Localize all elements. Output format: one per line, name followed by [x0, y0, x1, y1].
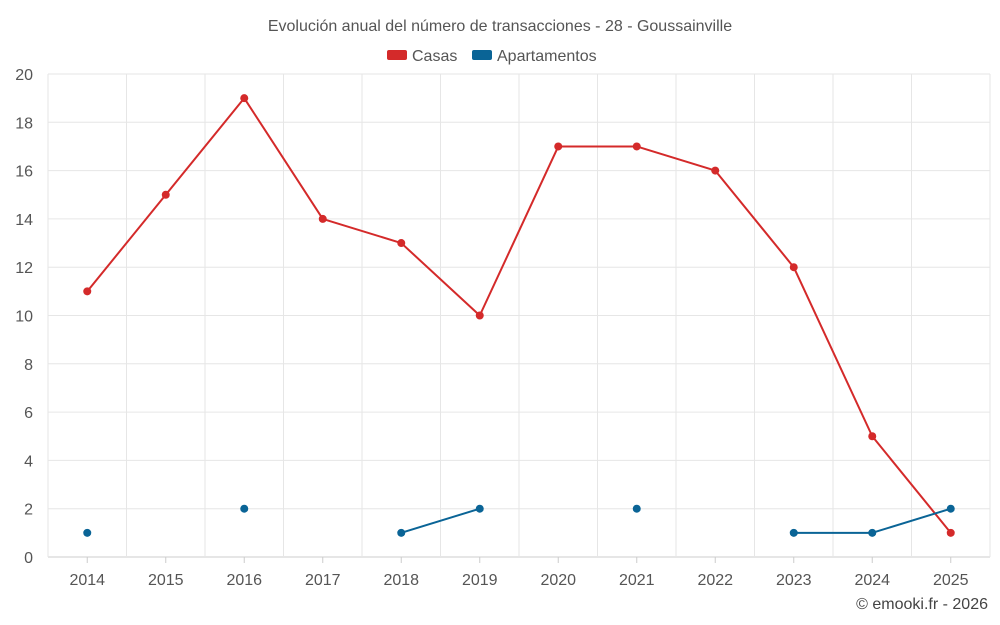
data-point-casas[interactable]: [632, 142, 641, 151]
data-point-casas[interactable]: [161, 190, 170, 199]
credit-text: © emooki.fr - 2026: [856, 596, 988, 613]
x-axis: 2014 2015 2016 2017 2018 2019 2020 2021 2022 2023…: [69, 557, 969, 589]
y-tick-label: 16: [15, 164, 33, 181]
legend-label-casas[interactable]: Casas: [412, 48, 457, 65]
data-point-casas[interactable]: [711, 166, 720, 175]
data-point-apartamentos[interactable]: [240, 504, 249, 513]
data-point-apartamentos[interactable]: [397, 528, 406, 537]
legend: Casas Apartamentos: [387, 48, 597, 65]
legend-label-apartamentos[interactable]: Apartamentos: [497, 48, 597, 65]
series-line-apartamentos: [400, 507, 481, 534]
y-tick-label: 12: [15, 260, 33, 277]
data-point-apartamentos[interactable]: [475, 504, 484, 513]
grid: [47, 73, 991, 558]
x-tick-label: 2018: [383, 572, 419, 589]
x-tick-label: 2020: [540, 572, 576, 589]
series-line-casas: [86, 97, 952, 534]
data-point-casas[interactable]: [789, 263, 798, 272]
y-tick-label: 6: [24, 405, 33, 422]
y-tick-label: 18: [15, 115, 33, 132]
y-axis: 0 2 4 6 8 10 12 14 16 18 20: [15, 67, 33, 567]
data-point-casas[interactable]: [868, 432, 877, 441]
y-tick-label: 8: [24, 357, 33, 374]
y-tick-label: 4: [24, 453, 33, 470]
x-tick-label: 2025: [933, 572, 969, 589]
y-tick-label: 2: [24, 502, 33, 519]
data-point-apartamentos[interactable]: [868, 528, 877, 537]
x-tick-label: 2015: [148, 572, 184, 589]
data-point-casas[interactable]: [475, 311, 484, 320]
y-tick-label: 20: [15, 67, 33, 84]
y-tick-label: 14: [15, 212, 33, 229]
x-tick-label: 2024: [854, 572, 890, 589]
data-point-apartamentos[interactable]: [632, 504, 641, 513]
x-tick-label: 2023: [776, 572, 812, 589]
x-tick-label: 2021: [619, 572, 655, 589]
data-point-casas[interactable]: [554, 142, 563, 151]
series-group: [83, 94, 955, 537]
legend-swatch-apartamentos[interactable]: [472, 50, 492, 60]
x-tick-label: 2022: [697, 572, 733, 589]
data-point-casas[interactable]: [397, 239, 406, 248]
data-point-casas[interactable]: [946, 528, 955, 537]
x-tick-label: 2014: [69, 572, 105, 589]
data-point-casas[interactable]: [83, 287, 92, 296]
y-tick-label: 0: [24, 550, 33, 567]
chart-title: Evolución anual del número de transaccio…: [268, 18, 732, 35]
x-tick-label: 2017: [305, 572, 341, 589]
x-tick-label: 2019: [462, 572, 498, 589]
data-point-casas[interactable]: [240, 94, 249, 103]
data-point-apartamentos[interactable]: [789, 528, 798, 537]
data-point-apartamentos[interactable]: [946, 504, 955, 513]
y-tick-label: 10: [15, 309, 33, 326]
data-point-casas[interactable]: [318, 214, 327, 223]
x-tick-label: 2016: [226, 572, 262, 589]
data-point-apartamentos[interactable]: [83, 528, 92, 537]
legend-swatch-casas[interactable]: [387, 50, 407, 60]
